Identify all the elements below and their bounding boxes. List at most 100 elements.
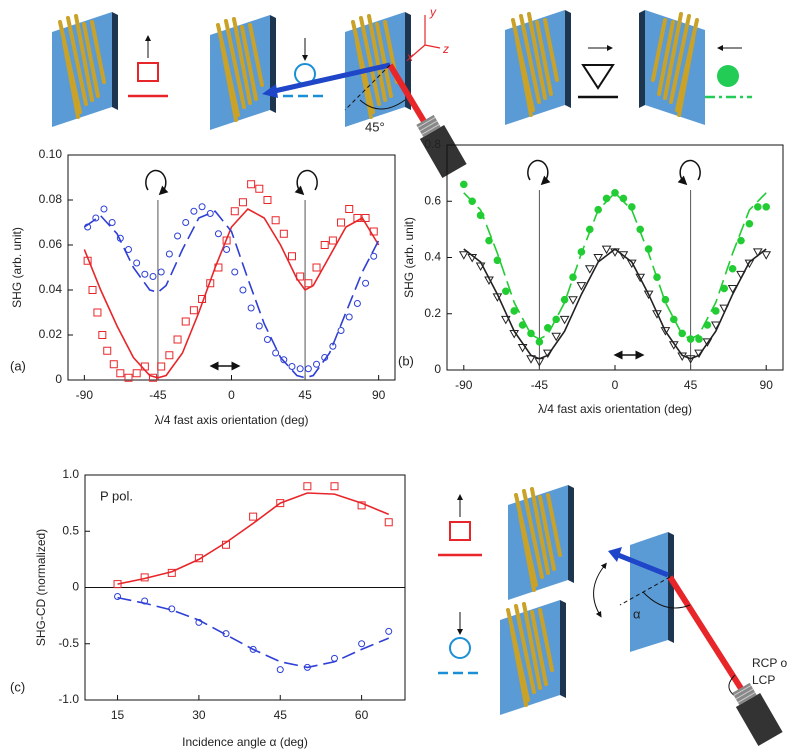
polarization-label: LCP (752, 673, 775, 687)
y-tick-label: -0.5 (58, 636, 79, 650)
data-point (165, 250, 173, 258)
y-tick-label: 0.8 (424, 137, 441, 151)
sample-plate (506, 483, 576, 602)
data-point (652, 310, 662, 319)
angle-label: α (633, 606, 641, 621)
data-point (358, 640, 366, 648)
data-point (206, 210, 214, 217)
data-point (502, 287, 510, 296)
polarization-label: RCP or (752, 656, 787, 670)
plot-frame (67, 154, 396, 381)
data-point (362, 279, 370, 287)
data-point (593, 254, 604, 263)
y-tick-label: 1.0 (62, 467, 79, 481)
data-point (133, 259, 141, 267)
data-point (198, 203, 206, 211)
data-point (330, 482, 339, 491)
sample-plate (50, 10, 120, 129)
circular-arrows (145, 159, 701, 371)
data-point (611, 189, 619, 197)
data-point (312, 263, 321, 272)
data-point (712, 307, 720, 315)
x-tick-label: -45 (531, 378, 549, 392)
data-point (559, 315, 570, 325)
data-point (353, 300, 361, 307)
symbol-dot (717, 65, 739, 87)
data-point (255, 184, 264, 193)
data-point (276, 499, 285, 508)
y-axis-label: SHG-CD (normalized) (34, 529, 48, 646)
x-tick-label: 30 (192, 708, 206, 722)
data-point (304, 365, 312, 373)
data-point (500, 315, 511, 325)
data-point (460, 180, 468, 189)
x-tick-label: 60 (355, 708, 369, 722)
y-tick-label: 0 (55, 372, 62, 386)
data-point (247, 304, 255, 312)
beam-head (608, 547, 622, 562)
y-tick-label: 0.5 (62, 523, 79, 537)
data-point (276, 666, 284, 674)
data-point (124, 373, 133, 382)
data-point (157, 268, 165, 276)
data-point (601, 245, 612, 255)
sample-plate (637, 8, 707, 127)
y-tick-label: 0.08 (39, 192, 63, 206)
data-point (752, 248, 763, 257)
data-point (584, 265, 595, 274)
y-tick-label: 0.6 (424, 193, 441, 207)
data-point (328, 236, 337, 245)
data-point (280, 356, 288, 364)
x-tick-label: -90 (455, 378, 473, 392)
y-tick-label: 0.4 (424, 250, 441, 264)
data-point (263, 336, 271, 343)
data-point (231, 268, 239, 276)
data-point (345, 205, 354, 213)
x-tick-label: -45 (149, 388, 167, 402)
data-point (370, 252, 378, 260)
data-point (109, 360, 118, 369)
data-point (384, 518, 393, 527)
data-point (190, 207, 198, 215)
data-point (345, 313, 353, 321)
data-point (510, 307, 519, 315)
y-tick-label: 0.10 (39, 147, 63, 161)
data-point (157, 362, 166, 371)
data-point (88, 286, 97, 294)
data-point (551, 332, 562, 342)
data-point (182, 219, 190, 226)
data-point (247, 180, 256, 189)
symbol-triangle (581, 64, 615, 90)
data-point (576, 282, 587, 291)
axis-letter: z (442, 42, 449, 56)
panel-label: (b) (398, 353, 414, 368)
data-point (761, 251, 772, 260)
sample-plate (503, 8, 573, 127)
beam-out (269, 62, 391, 95)
annotation: P pol. (100, 488, 133, 503)
data-point (249, 645, 257, 653)
panel-label: (a) (10, 358, 26, 373)
data-point (568, 296, 578, 305)
fit-line (117, 596, 390, 669)
x-tick-label: 90 (372, 388, 386, 402)
data-point (695, 335, 703, 343)
data-point (141, 270, 149, 278)
data-point (313, 360, 321, 368)
data-point (626, 259, 637, 269)
axis-letter: y (429, 5, 437, 19)
data-point (165, 351, 174, 360)
data-point (173, 335, 182, 344)
data-point (762, 203, 771, 211)
sample-plate-side (630, 532, 668, 652)
x-tick-label: 45 (684, 378, 698, 392)
data-point (744, 259, 755, 269)
data-point (643, 290, 654, 300)
data-point (263, 196, 272, 204)
y-axis-label: SHG (arb. unit) (10, 227, 24, 308)
data-point (296, 365, 304, 373)
data-point (114, 593, 122, 600)
data-point (223, 246, 231, 253)
data-point (493, 256, 502, 265)
